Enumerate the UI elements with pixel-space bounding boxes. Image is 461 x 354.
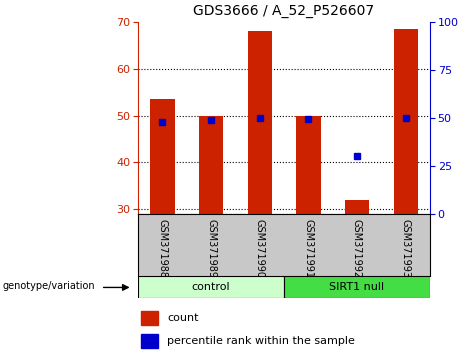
Text: percentile rank within the sample: percentile rank within the sample bbox=[167, 336, 355, 346]
Bar bbox=[138, 276, 284, 298]
Title: GDS3666 / A_52_P526607: GDS3666 / A_52_P526607 bbox=[194, 4, 374, 18]
Text: GSM371988: GSM371988 bbox=[157, 219, 167, 278]
Bar bbox=[296, 116, 320, 214]
Text: GSM371993: GSM371993 bbox=[401, 219, 411, 278]
Text: count: count bbox=[167, 313, 199, 323]
Text: genotype/variation: genotype/variation bbox=[3, 281, 95, 291]
Bar bbox=[150, 99, 175, 214]
Bar bbox=[284, 276, 430, 298]
Text: GSM371989: GSM371989 bbox=[206, 219, 216, 278]
Bar bbox=[248, 32, 272, 214]
Bar bbox=[141, 334, 159, 348]
Text: GSM371991: GSM371991 bbox=[303, 219, 313, 278]
Text: SIRT1 null: SIRT1 null bbox=[330, 282, 384, 292]
Bar bbox=[345, 200, 369, 214]
Bar bbox=[199, 116, 223, 214]
Text: control: control bbox=[192, 282, 230, 292]
Bar bbox=[141, 311, 159, 325]
Text: GSM371990: GSM371990 bbox=[254, 219, 265, 278]
Text: GSM371992: GSM371992 bbox=[352, 219, 362, 278]
Bar bbox=[394, 29, 418, 214]
